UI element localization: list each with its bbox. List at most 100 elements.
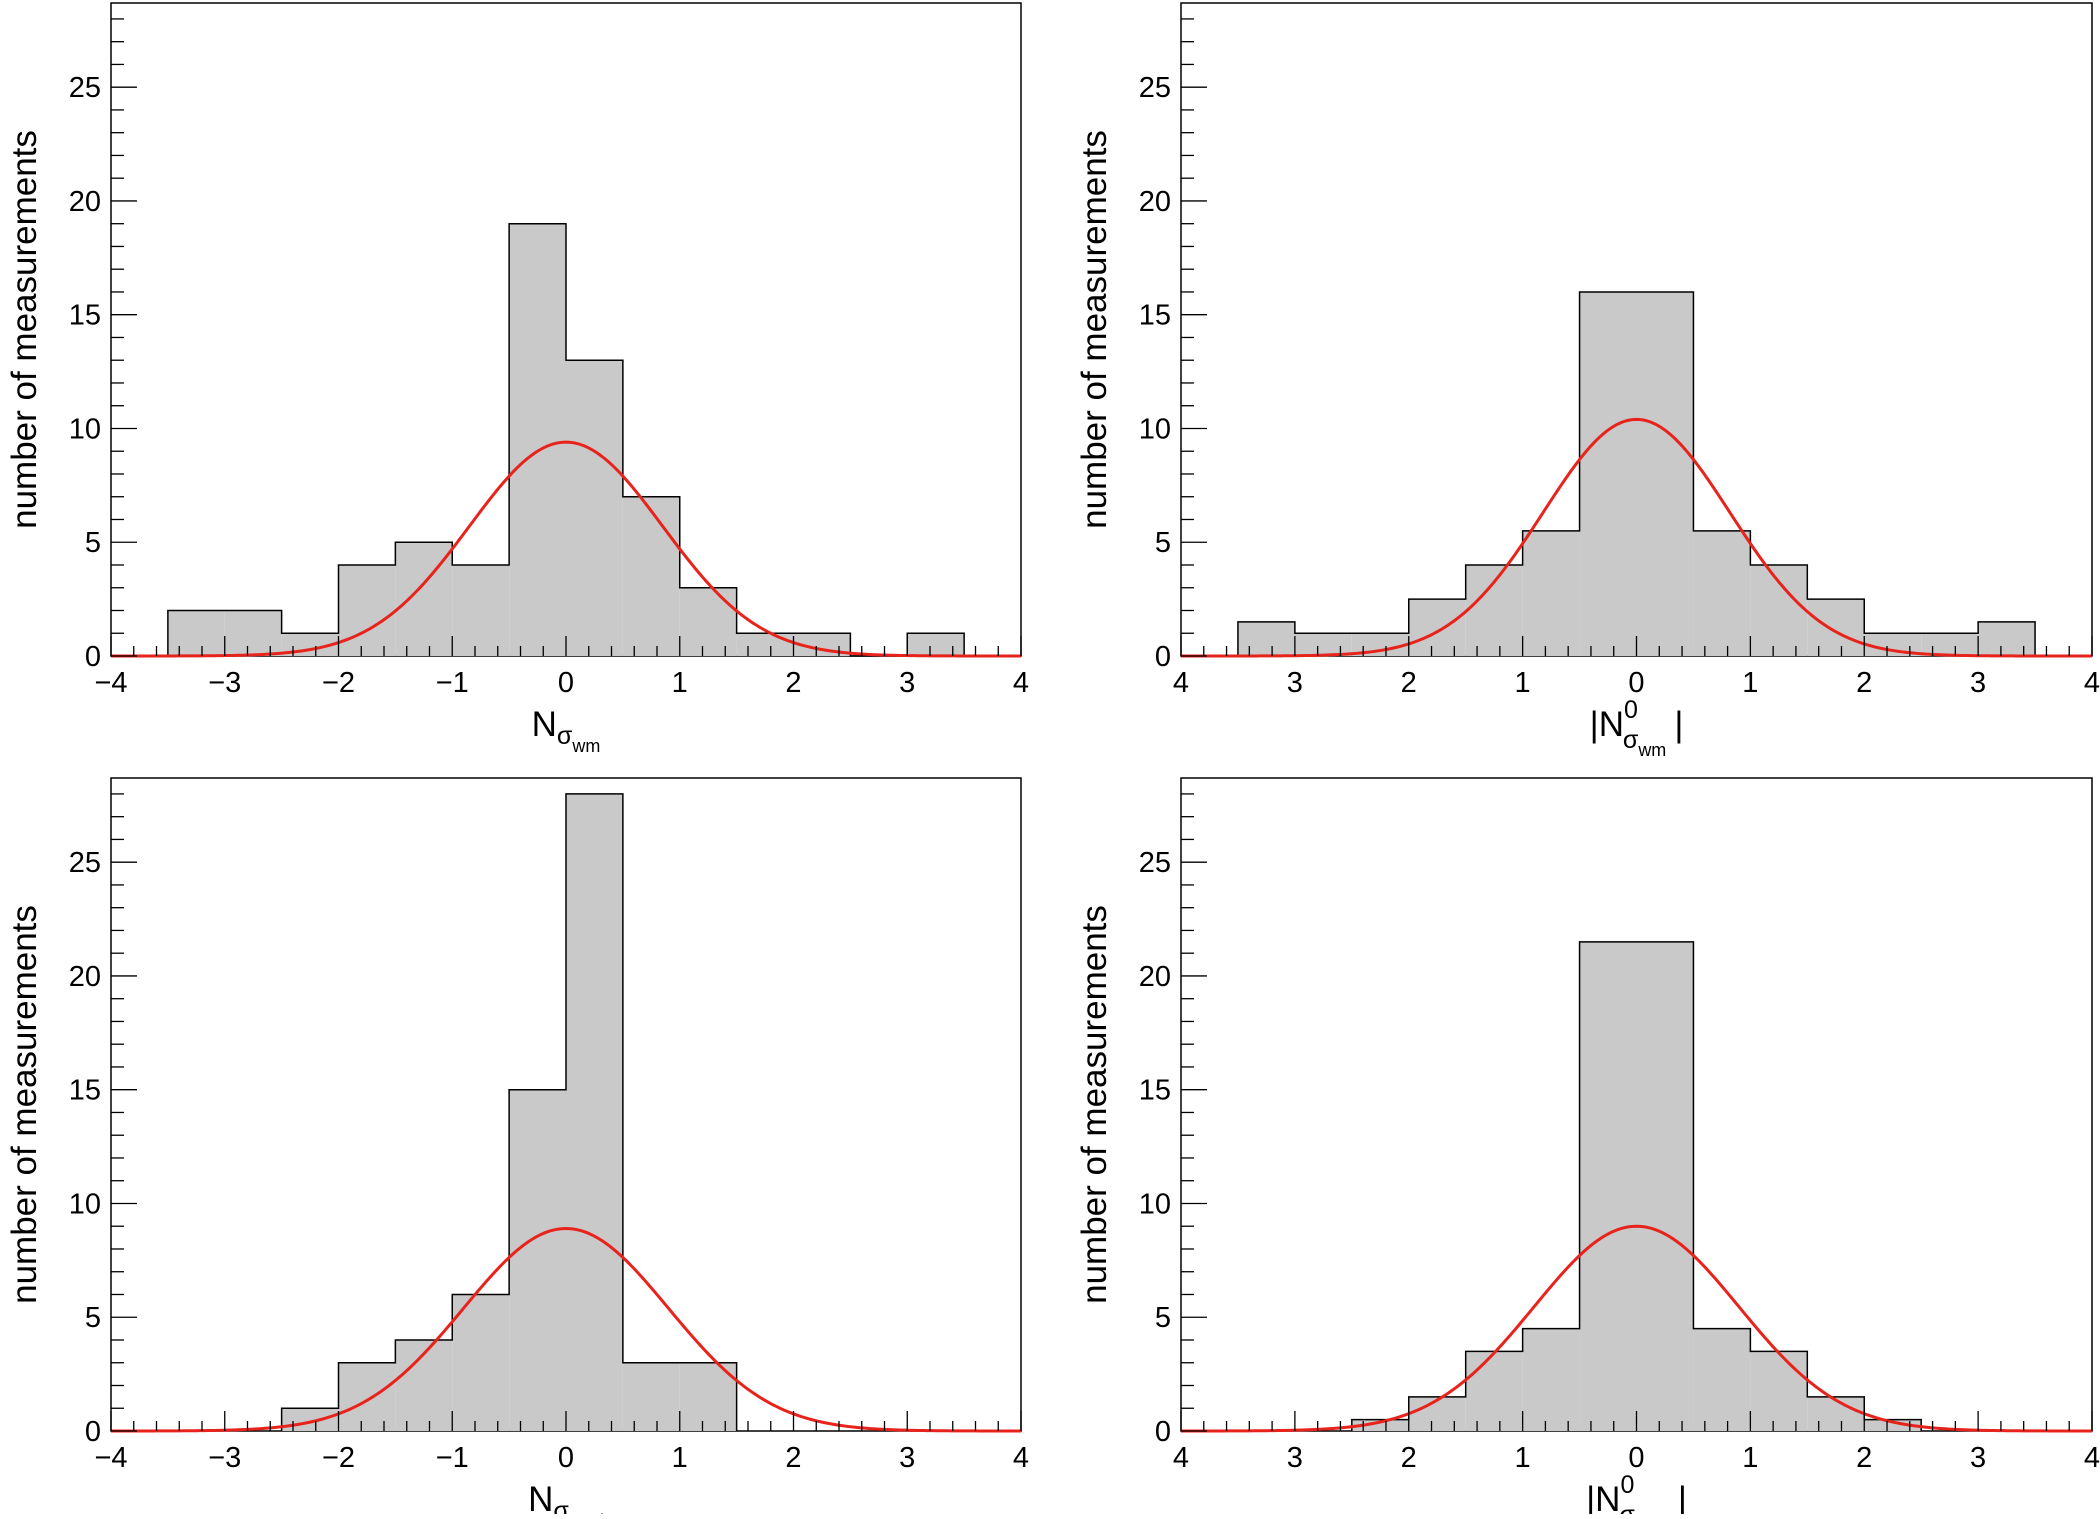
- histogram-bar: [907, 633, 965, 656]
- histogram-bar: [167, 610, 225, 656]
- x-tick-label: 4: [1013, 667, 1029, 699]
- y-axis-title: number of measurements: [1075, 905, 1114, 1304]
- y-tick-label: 0: [85, 641, 101, 673]
- y-tick-label: 20: [1139, 961, 1171, 993]
- x-tick-label: −4: [94, 667, 127, 699]
- x-title-subsub: wm: [1637, 740, 1666, 760]
- x-tick-label: 2: [1401, 1442, 1417, 1474]
- histogram-bar: [679, 587, 737, 656]
- histogram-bar: [509, 223, 566, 656]
- y-tick-label: 15: [1139, 1075, 1171, 1107]
- y-tick-label: 5: [1155, 1302, 1171, 1334]
- y-tick-label: 10: [1139, 413, 1171, 445]
- x-tick-label: −1: [436, 667, 469, 699]
- histogram-bar: [1579, 941, 1637, 1431]
- abs-bar-left: |: [1586, 1480, 1595, 1514]
- histogram-bar: [1579, 291, 1637, 656]
- x-tick-label: 1: [672, 1442, 688, 1474]
- y-axis-title: number of measurements: [5, 905, 44, 1304]
- x-tick-label: 1: [672, 667, 688, 699]
- y-tick-label: 0: [1155, 1416, 1171, 1448]
- x-tick-label: 2: [785, 1442, 801, 1474]
- x-tick-label: −4: [94, 1442, 127, 1474]
- x-tick-label: 4: [1013, 1442, 1029, 1474]
- y-tick-label: 0: [85, 1416, 101, 1448]
- x-tick-label: 3: [1287, 1442, 1303, 1474]
- gaussian-fit-curve: [1181, 1224, 2092, 1433]
- histogram-outline: [167, 222, 965, 657]
- x-title-main: N: [528, 1480, 553, 1514]
- x-tick-label: 3: [1287, 667, 1303, 699]
- x-tick-label: −3: [208, 1442, 241, 1474]
- x-title-sub: σ: [557, 722, 573, 750]
- x-tick-label: −2: [322, 1442, 355, 1474]
- x-tick-label: 1: [1515, 667, 1531, 699]
- x-tick-label: 4: [2084, 667, 2100, 699]
- abs-bar-left: |: [1590, 705, 1599, 744]
- histogram-bar: [1693, 1328, 1751, 1431]
- y-tick-label: 20: [69, 186, 101, 218]
- gaussian-fit-curve: [111, 440, 1021, 658]
- histogram-bar: [1864, 1419, 1922, 1431]
- y-tick-label: 25: [69, 847, 101, 879]
- histogram-bar: [224, 610, 282, 656]
- histogram-bar: [1522, 530, 1580, 656]
- x-axis-title: Nσmed: [528, 1480, 604, 1514]
- histogram-bar: [1408, 599, 1466, 656]
- y-tick-label: 25: [1139, 847, 1171, 879]
- x-tick-label: 4: [1173, 1442, 1189, 1474]
- x-tick-label: 1: [1515, 1442, 1531, 1474]
- x-tick-label: 2: [785, 667, 801, 699]
- y-tick-label: 20: [69, 961, 101, 993]
- histogram-bar: [1636, 291, 1694, 656]
- x-title-main: N: [1599, 705, 1624, 744]
- panel-top-left: −4 −3 −2 −1 0 1 2 3 4 0 5 10 15 20 25 number of measure…: [5, 2, 1029, 756]
- y-tick-label: 15: [69, 300, 101, 332]
- histogram-bar: [736, 633, 794, 656]
- histogram-bar: [1750, 564, 1808, 656]
- x-title-main: N: [532, 705, 557, 744]
- y-tick-label: 15: [1139, 300, 1171, 332]
- histogram-bar: [1864, 633, 1922, 656]
- histogram-bar: [1978, 621, 2036, 656]
- panel-bottom-left: −4 −3 −2 −1 0 1 2 3 4 0 5 10 15 20 25 number of measure…: [5, 777, 1029, 1519]
- gaussian-fit-curve: [111, 1226, 1021, 1433]
- histogram-bar: [622, 1362, 680, 1431]
- x-tick-label: 2: [1401, 667, 1417, 699]
- x-tick-label: 3: [1970, 667, 1986, 699]
- x-title-sup: 0: [1624, 696, 1638, 724]
- x-title-sub: σ: [553, 1497, 569, 1514]
- x-tick-label: 1: [1742, 667, 1758, 699]
- histogram-bar: [452, 564, 510, 656]
- histogram-bar: [1807, 599, 1865, 656]
- x-tick-label: 0: [558, 1442, 574, 1474]
- x-tick-label: −1: [436, 1442, 469, 1474]
- x-title-sub: σ: [1623, 726, 1639, 754]
- histogram-bar: [338, 1362, 396, 1431]
- histogram-bar: [1294, 633, 1352, 656]
- histogram-bar: [1351, 1419, 1409, 1431]
- x-axis-title: |N0σmed|: [1586, 1471, 1687, 1514]
- histogram-bar: [452, 1294, 510, 1431]
- x-title-sup: 0: [1620, 1471, 1634, 1499]
- y-axis-title: number of measurements: [5, 130, 44, 529]
- x-tick-label: 3: [1970, 1442, 1986, 1474]
- x-tick-label: 0: [1628, 1442, 1644, 1474]
- histogram-bar: [281, 1408, 339, 1431]
- histogram-bar: [1465, 564, 1523, 656]
- x-tick-label: 0: [558, 667, 574, 699]
- x-tick-label: 2: [1856, 667, 1872, 699]
- abs-bar-right: |: [1678, 1480, 1687, 1514]
- x-tick-label: 3: [899, 667, 915, 699]
- x-tick-label: 1: [1742, 1442, 1758, 1474]
- x-tick-label: −2: [322, 667, 355, 699]
- histogram-bar: [509, 1089, 566, 1431]
- y-tick-label: 10: [69, 413, 101, 445]
- x-tick-label: 0: [1628, 667, 1644, 699]
- histogram-bar: [566, 360, 623, 656]
- histogram-bar: [1351, 633, 1409, 656]
- histogram-bar: [622, 496, 680, 656]
